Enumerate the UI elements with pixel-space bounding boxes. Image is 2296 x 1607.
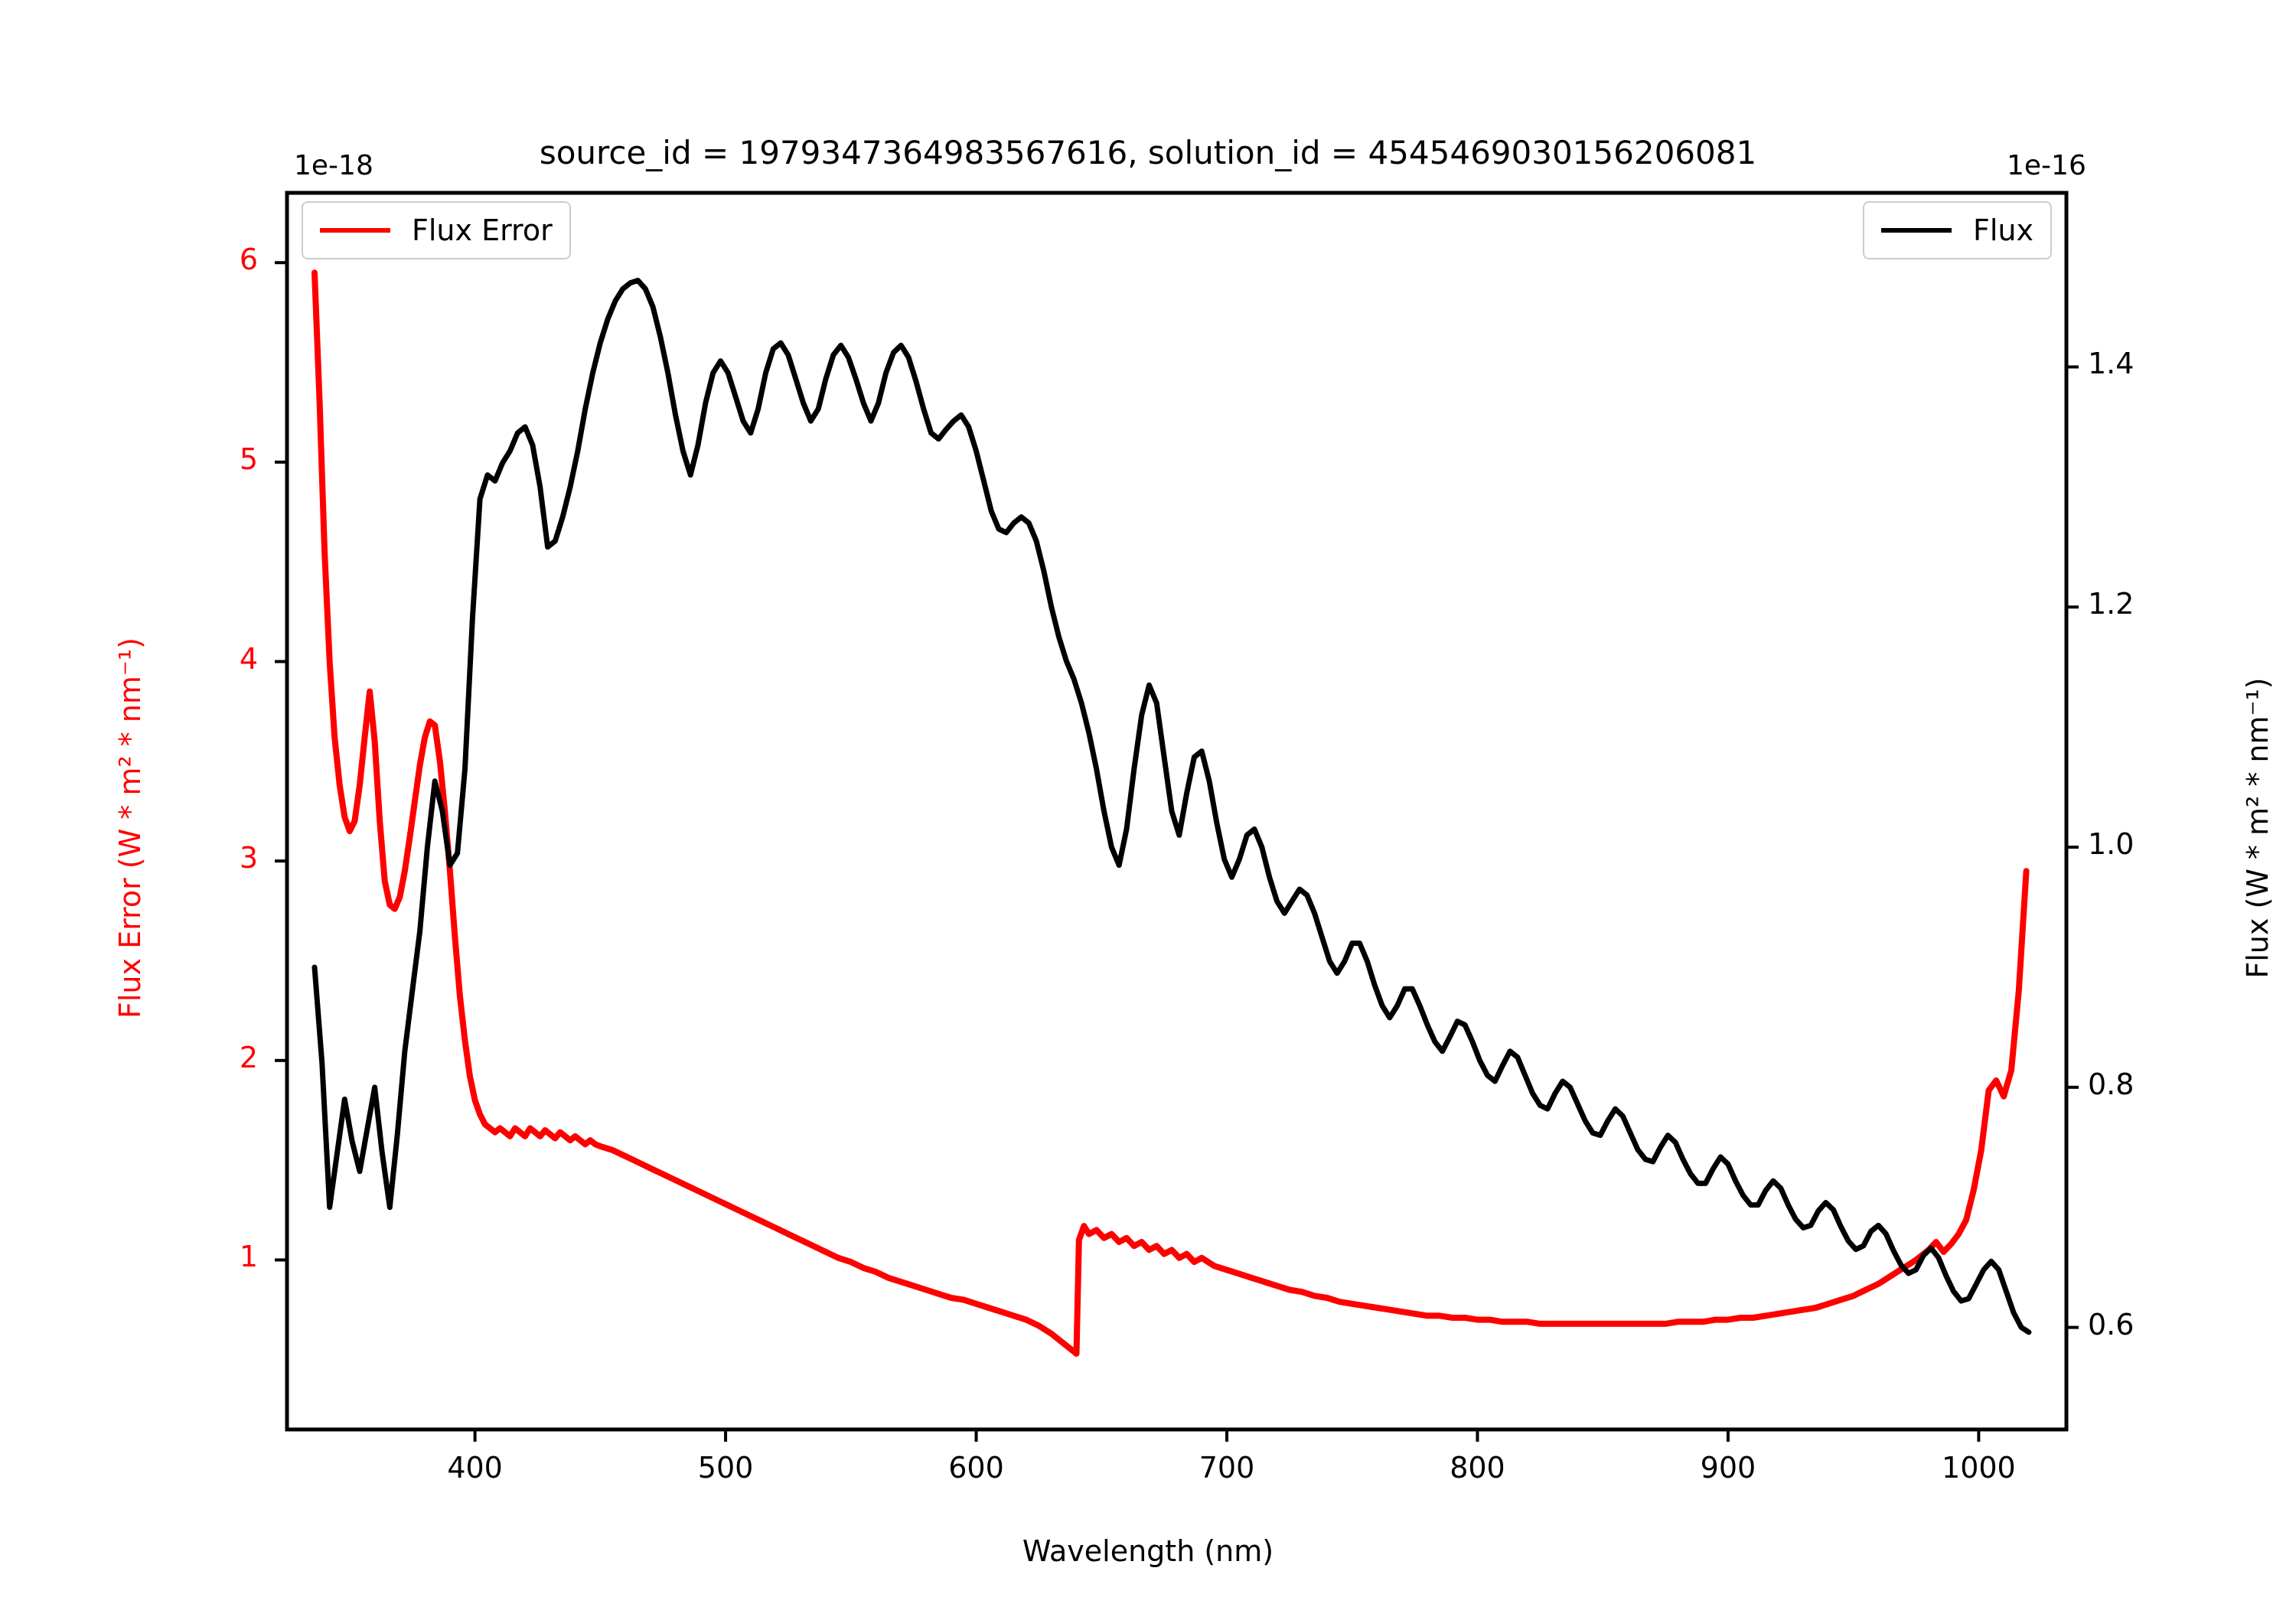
x-tick-label-800: 800	[1450, 1451, 1505, 1485]
x-tick-label-400: 400	[447, 1451, 503, 1485]
y-right-tick-label-0.6: 0.6	[2088, 1307, 2135, 1341]
flux-error-line	[311, 269, 2030, 1357]
page-title: source_id = 1979347364983567616, solutio…	[539, 134, 1757, 171]
x-axis-ticks	[473, 1429, 1981, 1442]
x-tick-label-700: 700	[1199, 1451, 1255, 1485]
flux-line	[311, 278, 2032, 1335]
y-left-tick-label-5: 5	[239, 442, 258, 476]
x-tick-label-500: 500	[697, 1451, 754, 1485]
x-tick-label-1000: 1000	[1942, 1451, 2016, 1485]
y-right-tick-label-1.4: 1.4	[2088, 347, 2135, 381]
y-left-tick-label-4: 4	[239, 641, 258, 676]
y-left-tick-label-6: 6	[239, 243, 258, 277]
right-axis-exponent-label: 1e-16	[2007, 150, 2086, 181]
axes-frame	[285, 191, 2069, 1432]
y-right-tick-label-1.0: 1.0	[2088, 827, 2135, 862]
x-axis-title: Wavelength (nm)	[1022, 1534, 1274, 1568]
y-axis-right-ticks	[2066, 365, 2079, 1329]
y-axis-left-title: Flux Error (W * m² * nm⁻¹)	[113, 637, 147, 1019]
y-axis-left-ticks	[275, 261, 287, 1262]
y-left-tick-label-1: 1	[239, 1240, 258, 1274]
left-axis-exponent-label: 1e-18	[294, 150, 373, 181]
legend-flux[interactable]: Flux	[1863, 201, 2052, 259]
x-tick-label-600: 600	[948, 1451, 1004, 1485]
flux-legend-swatch-icon	[1881, 228, 1952, 233]
y-axis-right-title: Flux (W * m² * nm⁻¹)	[2241, 677, 2275, 979]
y-right-tick-label-0.8: 0.8	[2088, 1067, 2135, 1101]
flux-error-legend-swatch-icon	[320, 228, 390, 233]
y-right-tick-label-1.2: 1.2	[2088, 587, 2135, 621]
x-tick-label-900: 900	[1700, 1451, 1756, 1485]
legend-flux-error[interactable]: Flux Error	[302, 201, 571, 259]
flux-error-legend-label: Flux Error	[412, 214, 553, 247]
y-left-tick-label-2: 2	[239, 1040, 258, 1074]
y-left-tick-label-3: 3	[239, 841, 258, 875]
flux-legend-label: Flux	[1973, 214, 2033, 247]
